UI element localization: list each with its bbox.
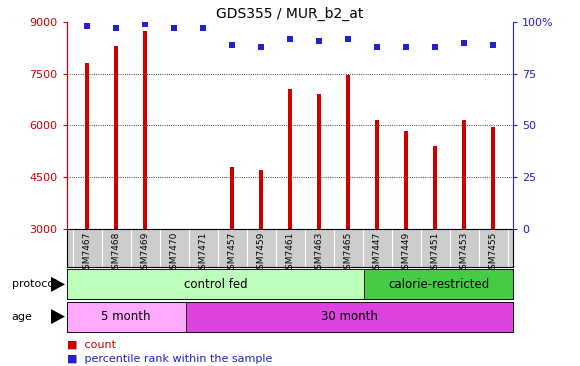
Point bbox=[372, 44, 382, 50]
Text: GSM7470: GSM7470 bbox=[169, 232, 179, 275]
Point bbox=[82, 23, 92, 29]
Bar bbox=[288, 89, 292, 229]
Bar bbox=[433, 146, 437, 229]
Text: GSM7468: GSM7468 bbox=[111, 232, 121, 275]
Point bbox=[285, 36, 295, 41]
Text: 5 month: 5 month bbox=[102, 310, 151, 323]
Bar bbox=[114, 46, 118, 229]
Bar bbox=[67, 302, 186, 332]
Text: age: age bbox=[12, 311, 32, 322]
Bar bbox=[85, 63, 89, 229]
Point bbox=[198, 25, 208, 31]
Polygon shape bbox=[51, 309, 65, 324]
Bar bbox=[317, 94, 321, 229]
Text: GSM7457: GSM7457 bbox=[227, 232, 237, 275]
Bar bbox=[259, 170, 263, 229]
Text: GSM7453: GSM7453 bbox=[459, 232, 469, 275]
Point bbox=[343, 36, 353, 41]
Bar bbox=[375, 120, 379, 229]
Point bbox=[459, 40, 469, 46]
Bar bbox=[404, 131, 408, 229]
Text: protocol: protocol bbox=[12, 279, 57, 290]
Bar bbox=[491, 127, 495, 229]
Text: GSM7451: GSM7451 bbox=[430, 232, 440, 275]
Text: GSM7467: GSM7467 bbox=[82, 232, 92, 275]
Text: GSM7469: GSM7469 bbox=[140, 232, 150, 275]
Text: ■  percentile rank within the sample: ■ percentile rank within the sample bbox=[67, 354, 272, 364]
Bar bbox=[462, 120, 466, 229]
Bar bbox=[364, 269, 513, 299]
Text: GSM7449: GSM7449 bbox=[401, 232, 411, 275]
Title: GDS355 / MUR_b2_at: GDS355 / MUR_b2_at bbox=[216, 7, 364, 21]
Bar bbox=[186, 302, 513, 332]
Point bbox=[256, 44, 266, 50]
Text: 30 month: 30 month bbox=[321, 310, 378, 323]
Point bbox=[488, 42, 498, 48]
Text: GSM7455: GSM7455 bbox=[488, 232, 498, 275]
Point bbox=[169, 25, 179, 31]
Point bbox=[430, 44, 440, 50]
Text: calorie-restricted: calorie-restricted bbox=[388, 278, 490, 291]
Text: GSM7459: GSM7459 bbox=[256, 232, 266, 275]
Point bbox=[314, 38, 324, 44]
Bar bbox=[346, 75, 350, 229]
Text: control fed: control fed bbox=[184, 278, 248, 291]
Text: GSM7461: GSM7461 bbox=[285, 232, 295, 275]
Text: GSM7465: GSM7465 bbox=[343, 232, 353, 275]
Polygon shape bbox=[51, 277, 65, 292]
Point bbox=[401, 44, 411, 50]
Point bbox=[140, 21, 150, 27]
Text: GSM7447: GSM7447 bbox=[372, 232, 382, 275]
Bar bbox=[143, 31, 147, 229]
Bar bbox=[230, 167, 234, 229]
Text: GSM7463: GSM7463 bbox=[314, 232, 324, 275]
Text: GSM7471: GSM7471 bbox=[198, 232, 208, 275]
Point bbox=[111, 25, 121, 31]
Bar bbox=[67, 269, 364, 299]
Point bbox=[227, 42, 237, 48]
Text: ■  count: ■ count bbox=[67, 339, 115, 350]
